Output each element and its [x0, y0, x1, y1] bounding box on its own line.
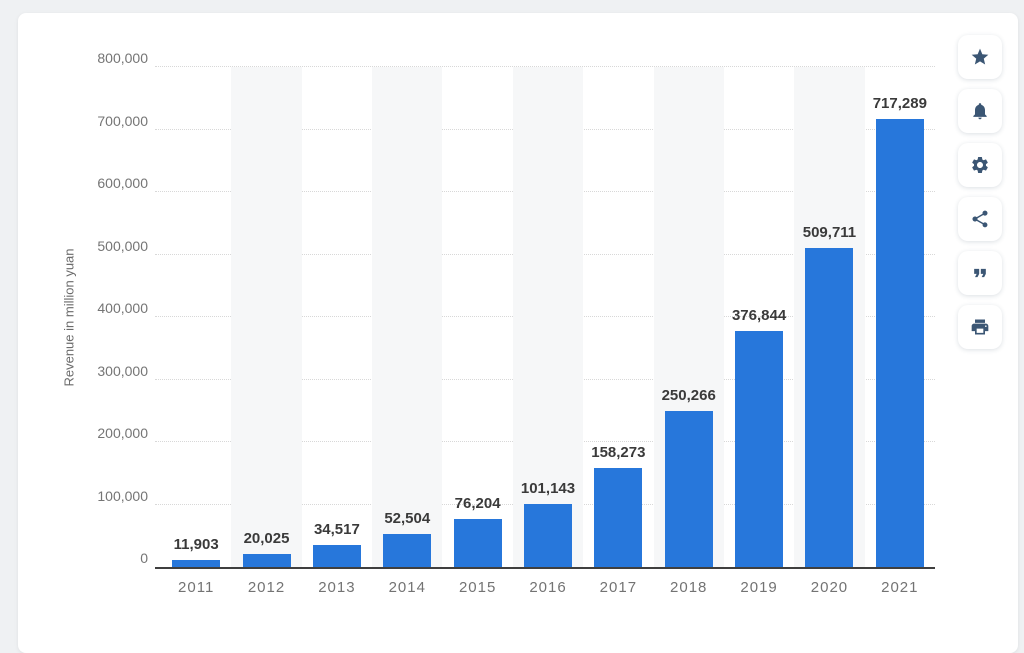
gear-icon — [972, 157, 988, 173]
print-icon — [971, 319, 989, 335]
x-tick-label: 2015 — [458, 579, 497, 596]
bell-icon — [973, 103, 987, 120]
notifications-button[interactable] — [958, 89, 1002, 133]
bar-2013[interactable] — [312, 545, 361, 567]
x-tick-label: 2016 — [529, 579, 567, 596]
bar-2020[interactable] — [805, 248, 854, 567]
y-axis-tick-labels: 0 100,000 200,000 300,000 400,000 500,000 600,… — [18, 50, 148, 567]
bar-2011[interactable] — [172, 559, 221, 567]
bar-2019[interactable] — [735, 331, 784, 567]
bar-value-label: 76,204 — [454, 495, 501, 513]
y-tick-label: 0 — [140, 550, 148, 566]
y-tick-label: 800,000 — [97, 50, 148, 66]
x-tick-label: 2020 — [810, 579, 849, 596]
cite-button[interactable] — [958, 251, 1002, 295]
bar-value-label: 52,504 — [384, 510, 431, 528]
y-tick-label: 400,000 — [97, 300, 148, 316]
bar-2012[interactable] — [242, 554, 291, 567]
bar-value-label: 20,025 — [243, 530, 290, 548]
share-icon — [972, 210, 988, 228]
favorite-button[interactable] — [958, 35, 1002, 79]
column-band — [231, 67, 302, 567]
x-tick-label: 2013 — [318, 579, 356, 596]
bar-value-label: 250,266 — [661, 386, 716, 404]
x-tick-label: 2011 — [178, 579, 215, 596]
x-tick-label: 2021 — [881, 579, 919, 596]
bar-value-label: 717,289 — [872, 94, 927, 112]
y-tick-label: 200,000 — [97, 425, 148, 441]
bar-value-label: 101,143 — [520, 479, 576, 497]
x-tick-label: 2019 — [740, 579, 778, 596]
x-tick-label: 2018 — [670, 579, 708, 596]
print-button[interactable] — [958, 305, 1002, 349]
bar-2021[interactable] — [875, 118, 924, 567]
bar-value-label: 34,517 — [313, 521, 360, 539]
x-axis-line — [155, 567, 935, 569]
share-button[interactable] — [958, 197, 1002, 241]
y-tick-label: 600,000 — [97, 175, 148, 191]
y-tick-label: 100,000 — [97, 487, 148, 504]
bar-value-label: 158,273 — [591, 444, 646, 462]
bar-2017[interactable] — [594, 468, 643, 567]
column-band — [372, 67, 443, 567]
column-band — [512, 67, 584, 567]
x-tick-label: 2012 — [247, 579, 286, 596]
bar-2014[interactable] — [383, 534, 432, 567]
bar-value-label: 376,844 — [731, 307, 787, 325]
plot-area: 11,903 2011 20,025 2012 34,517 2013 52,504 2014… — [155, 66, 935, 596]
star-icon — [971, 48, 989, 65]
x-tick-label: 2014 — [388, 579, 426, 596]
x-tick-label: 2017 — [599, 579, 638, 596]
bar-2016[interactable] — [524, 503, 572, 567]
y-tick-label: 500,000 — [97, 237, 148, 254]
settings-button[interactable] — [958, 143, 1002, 187]
bar-value-label: 509,711 — [802, 224, 857, 242]
toolbar-icon-rail — [958, 35, 1002, 349]
y-tick-label: 700,000 — [97, 112, 148, 129]
y-tick-label: 300,000 — [97, 362, 148, 379]
bar-2015[interactable] — [453, 519, 502, 567]
bar-value-label: 11,903 — [173, 535, 219, 553]
quote-icon — [974, 268, 986, 278]
gridline — [155, 66, 935, 67]
chart-card: Revenue in million yuan 0 100,000 200,000 3… — [18, 13, 1018, 653]
bar-2018[interactable] — [664, 410, 713, 567]
